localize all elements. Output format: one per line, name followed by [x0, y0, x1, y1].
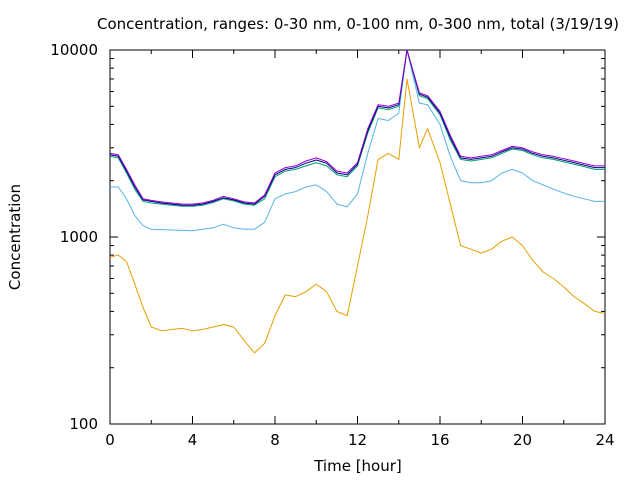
series-line-2 [109, 49, 605, 207]
y-tick-label: 100 [69, 415, 98, 433]
x-tick-label: 20 [513, 431, 532, 449]
x-tick-label: 4 [188, 431, 198, 449]
series-line-4 [109, 49, 605, 205]
axis-ticks: 0 4 8 12 16 20 24 100 1000 10000 [50, 41, 614, 449]
x-tick-label: 0 [105, 431, 115, 449]
x-tick-label: 24 [595, 431, 614, 449]
chart-title: Concentration, ranges: 0-30 nm, 0-100 nm… [97, 15, 619, 33]
x-tick-label: 16 [430, 431, 449, 449]
series-line-0 [109, 78, 606, 354]
x-axis-label: Time [hour] [313, 457, 402, 475]
series-line-3 [109, 49, 605, 206]
series-layer [109, 49, 606, 354]
y-tick-label: 10000 [50, 41, 98, 59]
x-tick-label: 8 [270, 431, 280, 449]
plot-frame [109, 49, 606, 425]
y-axis-label: Concentration [6, 184, 24, 290]
series-line-1 [110, 49, 605, 232]
y-tick-label: 1000 [60, 228, 98, 246]
x-tick-label: 12 [348, 431, 367, 449]
